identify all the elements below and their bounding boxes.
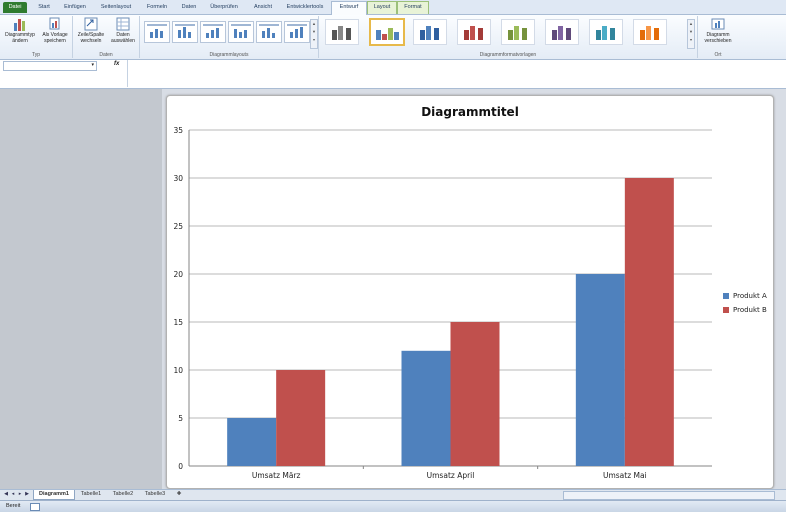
formula-input[interactable] <box>127 60 786 87</box>
move-chart-button[interactable]: Diagramm verschieben <box>700 17 736 44</box>
sheet-tab-tabelle3[interactable]: Tabelle3 <box>144 491 166 497</box>
group-label-ort: Ort <box>714 52 722 58</box>
chart-layout-4[interactable] <box>228 21 254 43</box>
prev-sheet-icon[interactable]: ◂ <box>11 491 15 497</box>
insert-sheet-icon[interactable]: ✚ <box>176 491 182 497</box>
select-data-icon <box>116 17 130 31</box>
y-tick-label: 15 <box>173 318 183 327</box>
sheet-tab-tabelle2[interactable]: Tabelle2 <box>112 491 134 497</box>
tab-datei[interactable]: Datei <box>3 2 27 13</box>
bar-b <box>624 178 674 466</box>
tab-entwurf[interactable]: Entwurf <box>331 1 367 16</box>
change-chart-type-button[interactable]: Diagrammtyp ändern <box>3 17 37 44</box>
switch-row-column-button[interactable]: Zeile/Spalte wechseln <box>75 17 107 44</box>
y-tick-label: 30 <box>173 174 183 183</box>
bar-a <box>575 274 625 466</box>
next-sheet-icon[interactable]: ▸ <box>18 491 22 497</box>
function-icon[interactable]: fx <box>114 61 120 67</box>
first-sheet-icon[interactable]: ◀ <box>4 491 8 497</box>
bar-b <box>450 322 500 466</box>
sheet-tab-diagramm1[interactable]: Diagramm1 <box>33 490 75 500</box>
chart-title[interactable]: Diagrammtitel <box>421 105 519 119</box>
bar-a <box>401 350 451 466</box>
bar-b <box>276 370 326 466</box>
group-label-layouts: Diagrammlayouts <box>209 52 249 58</box>
ribbon: Diagrammtyp ändern Als Vorlage speichern… <box>0 15 786 60</box>
status-text: Bereit <box>6 503 21 509</box>
template-icon <box>48 17 62 31</box>
styles-scroll-button[interactable]: ▲ ▼ ▾ <box>687 19 695 49</box>
chart-legend[interactable]: Produkt A Produkt B <box>723 289 767 317</box>
tab-ansicht[interactable]: Ansicht <box>253 4 273 10</box>
layouts-scroll-button[interactable]: ▲ ▼ ▾ <box>310 19 318 49</box>
x-tick-label: Umsatz März <box>252 471 301 480</box>
legend-item-series-a: Produkt A <box>723 289 767 303</box>
x-tick-label: Umsatz April <box>427 471 475 480</box>
tab-daten[interactable]: Daten <box>181 4 197 10</box>
tab-format[interactable]: Format <box>397 1 429 14</box>
name-box[interactable]: ▾ <box>3 61 97 71</box>
legend-item-series-b: Produkt B <box>723 303 767 317</box>
group-label-styles: Diagrammformatvorlagen <box>479 52 537 58</box>
chart-style-red[interactable] <box>457 19 491 45</box>
chart-style-orange[interactable] <box>633 19 667 45</box>
chart-style-multicolor[interactable] <box>369 18 405 46</box>
chart-plot: 0 5 10 15 20 25 30 35 Umsatz März Umsatz April Ums… <box>173 126 712 480</box>
y-tick-label: 20 <box>173 270 183 279</box>
tab-formeln[interactable]: Formeln <box>146 4 168 10</box>
sheet-tab-bar: ◀ ◂ ▸ ▶ Diagramm1 Tabelle1 Tabelle2 Tabe… <box>0 489 786 500</box>
y-tick-label: 25 <box>173 222 183 231</box>
y-tick-label: 10 <box>173 366 183 375</box>
legend-swatch-b <box>723 307 729 313</box>
chart-layout-3[interactable] <box>200 21 226 43</box>
y-tick-label: 35 <box>173 126 183 135</box>
group-label-daten: Daten <box>99 52 113 58</box>
chart-layout-6[interactable] <box>284 21 310 43</box>
chart-style-teal[interactable] <box>589 19 623 45</box>
group-diagrammformatvorlagen: ▲ ▼ ▾ Diagrammformatvorlagen <box>319 16 698 58</box>
dropdown-icon: ▾ <box>91 62 94 68</box>
chart-type-icon <box>13 17 27 31</box>
group-ort: Diagramm verschieben Ort <box>698 16 738 58</box>
switch-icon <box>84 17 98 31</box>
group-typ: Diagrammtyp ändern Als Vorlage speichern… <box>0 16 73 58</box>
tab-start[interactable]: Start <box>38 4 50 10</box>
select-data-button[interactable]: Daten auswählen <box>107 17 139 44</box>
tab-entwicklertools[interactable]: Entwicklertools <box>286 4 324 10</box>
legend-swatch-a <box>723 293 729 299</box>
chart-style-gray[interactable] <box>325 19 359 45</box>
last-sheet-icon[interactable]: ▶ <box>25 491 29 497</box>
sheet-tab-tabelle1[interactable]: Tabelle1 <box>80 491 102 497</box>
save-as-template-button[interactable]: Als Vorlage speichern <box>38 17 72 44</box>
group-daten: Zeile/Spalte wechseln Daten auswählen Da… <box>73 16 140 58</box>
bar-a <box>227 418 277 466</box>
x-tick-label: Umsatz Mai <box>603 471 647 480</box>
sheet-background <box>0 89 162 489</box>
tab-layout[interactable]: Layout <box>367 1 397 14</box>
move-chart-icon <box>711 17 725 31</box>
y-tick-label: 5 <box>178 414 183 423</box>
status-bar: Bereit <box>0 500 786 512</box>
formula-bar: ▾ fx <box>0 60 786 89</box>
tab-ueberpruefen[interactable]: Überprüfen <box>210 4 238 10</box>
chart-style-blue[interactable] <box>413 19 447 45</box>
chart-layout-1[interactable] <box>144 21 170 43</box>
horizontal-scrollbar[interactable] <box>563 491 775 500</box>
chart-layout-5[interactable] <box>256 21 282 43</box>
group-label-typ: Typ <box>31 52 41 58</box>
group-diagrammlayouts: ▲ ▼ ▾ Diagrammlayouts <box>140 16 319 58</box>
chart-area[interactable]: Diagrammtitel 0 5 10 15 20 25 30 35 Umsatz März U… <box>166 95 774 489</box>
ribbon-tab-bar: Datei Start Einfügen Seitenlayout Formel… <box>0 0 786 16</box>
chart-layout-2[interactable] <box>172 21 198 43</box>
macro-record-icon[interactable] <box>30 503 40 511</box>
tab-seitenlayout[interactable]: Seitenlayout <box>100 4 132 10</box>
chart-style-purple[interactable] <box>545 19 579 45</box>
tab-einfuegen[interactable]: Einfügen <box>64 4 86 10</box>
chart-style-green[interactable] <box>501 19 535 45</box>
y-tick-label: 0 <box>178 462 183 471</box>
